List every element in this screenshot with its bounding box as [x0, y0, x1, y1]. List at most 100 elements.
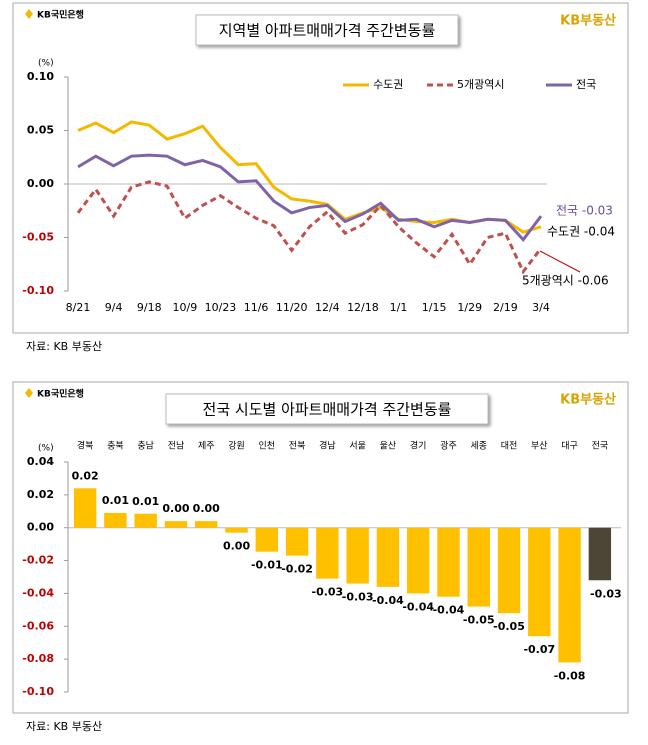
logo: KB국민은행: [37, 388, 84, 400]
x-tick-label: 경기: [410, 440, 427, 452]
y-unit: (%): [38, 444, 54, 454]
bar: [406, 527, 430, 594]
x-tick-label: 11/6: [244, 301, 269, 314]
bar: [164, 521, 188, 528]
y-tick-label: 0.00: [27, 521, 54, 534]
value-label: -0.04: [402, 600, 434, 613]
brand: KB부동산: [560, 13, 616, 29]
x-tick-label: 세종: [470, 441, 487, 452]
bar: [134, 513, 157, 528]
y-tick-label: 0.10: [27, 70, 54, 83]
x-tick-label: 11/20: [276, 301, 308, 314]
bar: [437, 527, 460, 597]
logo: KB국민은행: [37, 9, 84, 21]
chart-title: 지역별 아파트매매가격 주간변동률: [219, 22, 436, 40]
legend-label: 5개광역시: [457, 78, 504, 91]
x-tick-label: 12/18: [347, 301, 379, 314]
bar: [255, 527, 279, 552]
x-tick-label: 3/4: [532, 301, 550, 314]
x-tick-label: 제주: [198, 441, 215, 452]
value-label: 0.00: [223, 540, 250, 553]
legend-label: 수도권: [373, 78, 403, 91]
bar: [73, 488, 97, 528]
x-tick-label: 충북: [107, 441, 124, 452]
y-tick-label: -0.04: [22, 586, 54, 599]
bar: [346, 527, 369, 584]
y-tick-label: 0.04: [27, 455, 54, 468]
y-tick-label: -0.08: [22, 652, 54, 665]
value-label: -0.05: [463, 614, 495, 627]
bar: [195, 521, 218, 528]
bar: [528, 527, 551, 637]
value-label: -0.07: [523, 643, 555, 656]
x-tick-label: 9/18: [137, 301, 162, 314]
line-series: [77, 153, 543, 242]
x-tick-label: 강원: [228, 441, 245, 452]
y-tick-label: -0.10: [22, 284, 54, 297]
x-tick-label: 광주: [440, 440, 457, 452]
legend-label: 전국: [576, 78, 596, 91]
x-tick-label: 1/1: [390, 301, 408, 314]
title-box: [165, 393, 489, 425]
value-label: 0.02: [72, 469, 99, 482]
value-label: 0.00: [162, 502, 189, 515]
value-label: -0.04: [372, 594, 404, 607]
x-tick-label: 9/4: [105, 301, 123, 314]
end-label: 전국 -0.03: [556, 204, 613, 218]
x-tick-label: 대구: [561, 441, 578, 452]
value-label: -0.03: [590, 587, 622, 600]
chart-title: 전국 시도별 아파트매매가격 주간변동률: [203, 401, 452, 419]
bar: [316, 527, 339, 579]
y-tick-label: -0.05: [22, 231, 54, 244]
value-label: -0.08: [554, 669, 586, 682]
x-tick-label: 부산: [531, 441, 548, 452]
x-tick-label: 전남: [168, 441, 185, 452]
source: 자료: KB 부동산: [26, 720, 102, 733]
x-tick-label: 10/9: [172, 301, 197, 314]
x-tick-label: 8/21: [66, 301, 91, 314]
value-label: 0.01: [132, 495, 159, 508]
y-unit: (%): [38, 59, 54, 69]
bar: [376, 527, 400, 587]
brand: KB부동산: [560, 392, 616, 408]
value-label: -0.04: [433, 604, 465, 617]
chart-frame: [12, 2, 629, 334]
source: 자료: KB 부동산: [26, 340, 102, 353]
x-tick-label: 서울: [349, 441, 366, 452]
y-tick-label: 0.00: [27, 177, 54, 190]
value-label: 0.00: [193, 502, 220, 515]
end-label: 수도권 -0.04: [547, 225, 615, 239]
value-label: -0.01: [251, 559, 283, 572]
x-tick-label: 1/15: [422, 301, 447, 314]
x-tick-label: 대전: [501, 441, 518, 452]
value-label: -0.02: [281, 563, 313, 576]
bar: [497, 527, 521, 614]
line-series: [76, 180, 543, 275]
y-tick-label: -0.06: [22, 619, 54, 632]
value-label: 0.01: [102, 494, 129, 507]
bar: [285, 527, 309, 556]
logo-icon: [25, 388, 33, 398]
x-tick-label: 경남: [319, 440, 336, 452]
y-tick-label: 0.02: [27, 488, 54, 501]
x-tick-label: 2/19: [493, 301, 518, 314]
title-box: [195, 14, 459, 46]
value-label: -0.03: [312, 586, 344, 599]
bar: [588, 527, 612, 581]
y-tick-label: -0.02: [22, 554, 54, 567]
x-tick-label: 충남: [137, 441, 154, 452]
x-tick-label: 10/23: [205, 301, 237, 314]
value-label: -0.03: [342, 591, 374, 604]
logo-icon: [25, 9, 33, 19]
y-tick-label: 0.05: [27, 124, 54, 137]
x-tick-label: 울산: [380, 441, 397, 452]
x-tick-label: 경북: [77, 440, 94, 452]
x-tick-label: 전북: [289, 441, 306, 452]
value-label: -0.05: [493, 620, 525, 633]
x-tick-label: 1/29: [457, 301, 482, 314]
bar: [558, 527, 581, 663]
end-label: 5개광역시 -0.06: [522, 274, 609, 288]
x-tick-label: 전국: [592, 441, 609, 452]
bar: [225, 527, 248, 533]
